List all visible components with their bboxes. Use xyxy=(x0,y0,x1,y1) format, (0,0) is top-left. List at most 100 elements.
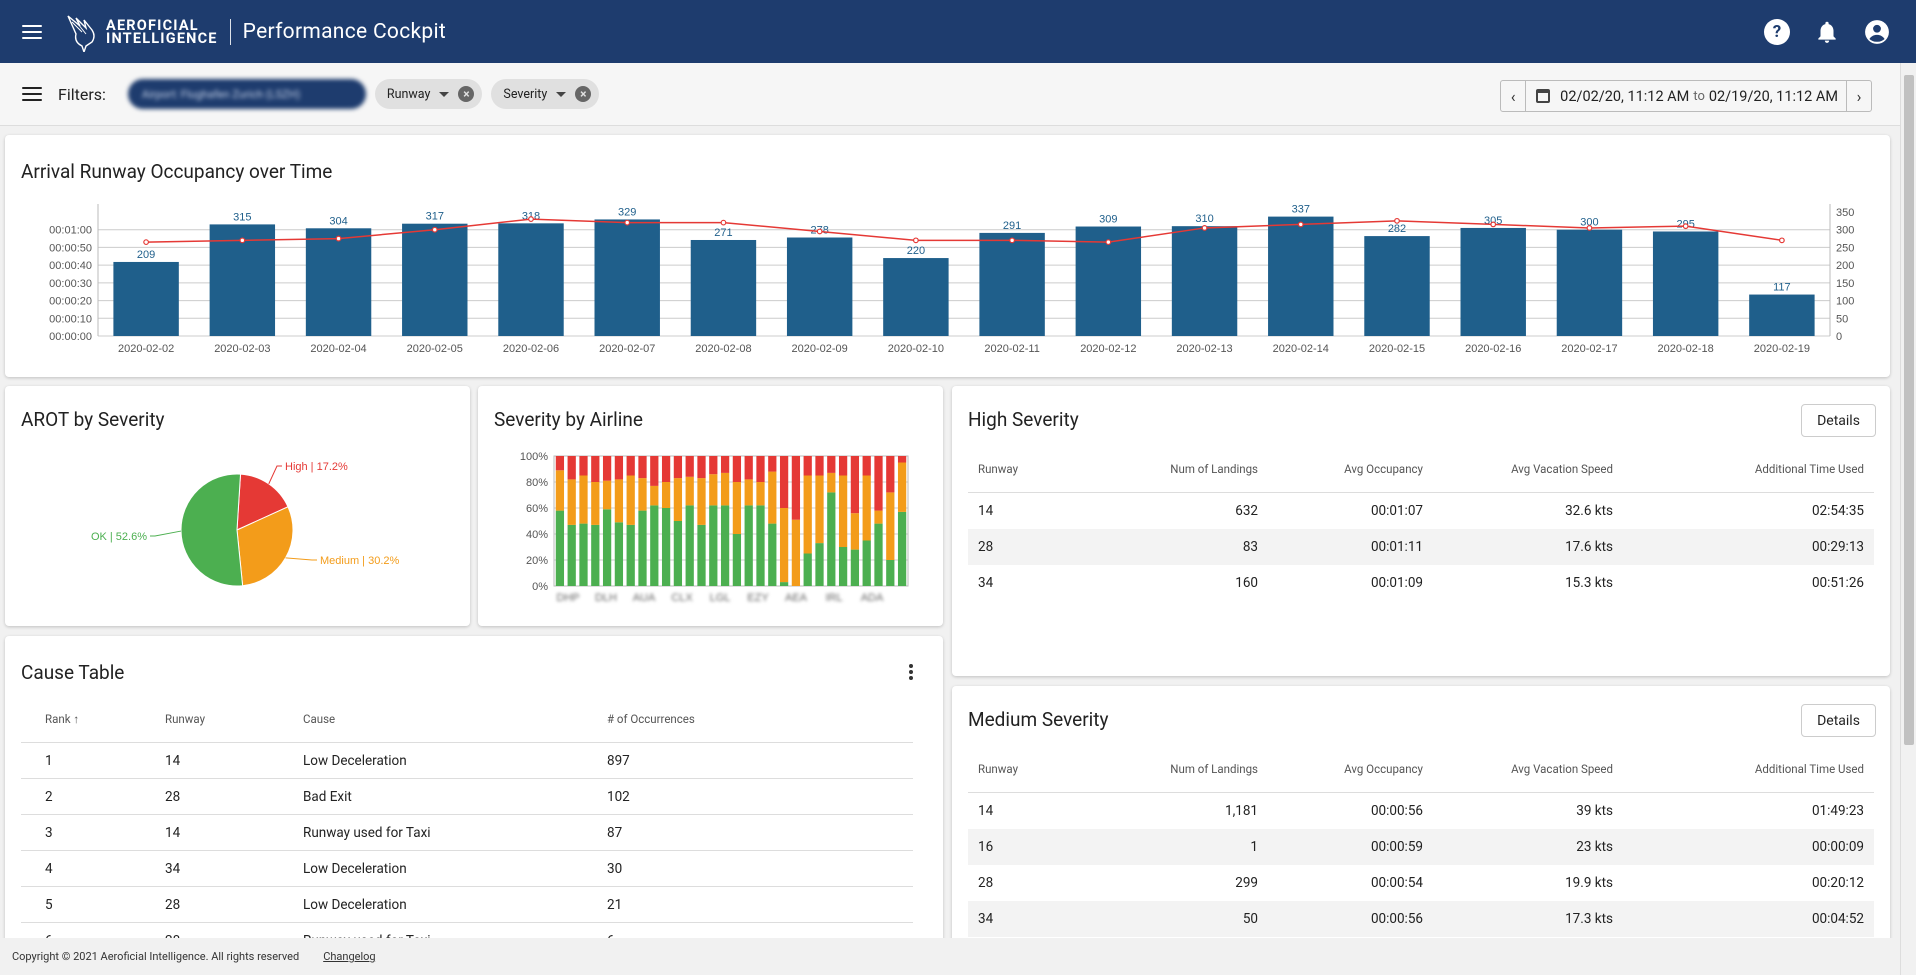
stacked-segment[interactable] xyxy=(614,479,624,523)
stacked-segment[interactable] xyxy=(779,582,789,586)
table-row[interactable]: 14 632 00:01:07 32.6 kts 02:54:35 xyxy=(968,493,1874,529)
date-range-picker[interactable]: ‹ 02/02/20, 11:12 AM to 02/19/20, 11:12 … xyxy=(1500,80,1872,112)
stacked-segment[interactable] xyxy=(614,456,624,480)
stacked-segment[interactable] xyxy=(744,505,753,586)
stacked-segment[interactable] xyxy=(697,524,706,586)
stacked-segment[interactable] xyxy=(768,456,777,472)
stacked-segment[interactable] xyxy=(779,456,789,508)
stacked-segment[interactable] xyxy=(638,456,647,479)
line-point[interactable] xyxy=(1682,223,1689,230)
occupancy-bar[interactable] xyxy=(690,239,757,336)
stacked-segment[interactable] xyxy=(673,521,683,586)
line-point[interactable] xyxy=(816,228,823,235)
stacked-segment[interactable] xyxy=(886,456,895,493)
stacked-segment[interactable] xyxy=(685,456,694,477)
stacked-segment[interactable] xyxy=(803,553,812,587)
occupancy-bar[interactable] xyxy=(1556,229,1623,336)
stacked-segment[interactable] xyxy=(567,524,576,586)
occupancy-bar[interactable] xyxy=(594,219,660,336)
stacked-segment[interactable] xyxy=(661,482,671,508)
line-point[interactable] xyxy=(528,216,534,222)
col-cause[interactable]: Cause xyxy=(303,712,336,726)
table-row[interactable]: 1 14 Low Deceleration 897 xyxy=(21,743,913,779)
stacked-segment[interactable] xyxy=(838,475,848,548)
stacked-segment[interactable] xyxy=(815,475,824,544)
line-point[interactable] xyxy=(1201,225,1208,231)
table-row[interactable]: 2 28 Bad Exit 102 xyxy=(21,779,913,815)
menu-icon[interactable] xyxy=(22,24,44,40)
line-point[interactable] xyxy=(143,239,150,246)
stacked-segment[interactable] xyxy=(815,543,824,586)
stacked-segment[interactable] xyxy=(897,462,907,512)
stacked-segment[interactable] xyxy=(827,492,836,586)
line-point[interactable] xyxy=(431,226,438,233)
line-point[interactable] xyxy=(1490,221,1497,228)
occupancy-bar[interactable] xyxy=(786,237,853,336)
stacked-segment[interactable] xyxy=(555,456,565,471)
line-point[interactable] xyxy=(624,219,631,226)
stacked-segment[interactable] xyxy=(756,505,765,586)
col-landings[interactable]: Num of Landings xyxy=(1170,462,1258,476)
stacked-segment[interactable] xyxy=(709,474,718,506)
table-row[interactable]: 3 14 Runway used for Taxi 87 xyxy=(21,815,913,851)
occupancy-bar[interactable] xyxy=(498,223,564,336)
notifications-icon[interactable] xyxy=(1814,19,1840,45)
stacked-segment[interactable] xyxy=(815,456,824,476)
stacked-segment[interactable] xyxy=(850,513,860,550)
stacked-segment[interactable] xyxy=(862,540,871,587)
stacked-segment[interactable] xyxy=(673,478,683,521)
col-occupancy[interactable]: Avg Occupancy xyxy=(1344,462,1423,476)
col-speed[interactable]: Avg Vacation Speed xyxy=(1511,762,1613,776)
col-landings[interactable]: Num of Landings xyxy=(1170,762,1258,776)
stacked-segment[interactable] xyxy=(697,478,706,525)
stacked-segment[interactable] xyxy=(567,456,576,480)
table-row[interactable]: 16 1 00:00:59 23 kts 00:00:09 xyxy=(968,829,1874,865)
stacked-segment[interactable] xyxy=(732,534,742,586)
stacked-segment[interactable] xyxy=(732,482,742,534)
stacked-segment[interactable] xyxy=(626,524,635,586)
stacked-segment[interactable] xyxy=(579,456,588,476)
severity-filter-chip[interactable]: Severity × xyxy=(491,79,600,109)
stacked-segment[interactable] xyxy=(661,508,671,586)
stacked-segment[interactable] xyxy=(673,456,683,479)
stacked-segment[interactable] xyxy=(567,479,576,525)
line-point[interactable] xyxy=(239,237,246,244)
stacked-segment[interactable] xyxy=(602,480,612,510)
table-row[interactable]: 34 50 00:00:56 17.3 kts 00:04:52 xyxy=(968,901,1874,937)
occupancy-bar[interactable] xyxy=(979,232,1045,336)
stacked-segment[interactable] xyxy=(591,524,600,586)
stacked-segment[interactable] xyxy=(756,482,765,506)
stacked-segment[interactable] xyxy=(709,456,718,475)
stacked-segment[interactable] xyxy=(827,472,836,493)
occupancy-bar[interactable] xyxy=(1171,226,1238,336)
col-runway[interactable]: Runway xyxy=(978,762,1019,776)
account-icon[interactable] xyxy=(1864,19,1890,45)
high-details-button[interactable]: Details xyxy=(1801,404,1876,437)
line-point[interactable] xyxy=(1009,237,1016,244)
stacked-segment[interactable] xyxy=(744,456,753,480)
help-icon[interactable]: ? xyxy=(1764,19,1790,45)
occupancy-bar[interactable] xyxy=(1652,231,1719,336)
filter-menu-icon[interactable] xyxy=(22,86,44,102)
more-vert-icon[interactable] xyxy=(909,664,913,680)
occupancy-bar[interactable] xyxy=(1364,236,1430,336)
stacked-segment[interactable] xyxy=(614,522,624,586)
stacked-segment[interactable] xyxy=(838,456,848,476)
stacked-segment[interactable] xyxy=(838,547,848,586)
occupancy-bar[interactable] xyxy=(113,261,179,336)
line-point[interactable] xyxy=(1394,217,1400,224)
line-point[interactable] xyxy=(912,237,919,244)
stacked-segment[interactable] xyxy=(850,549,860,586)
pie-slice[interactable] xyxy=(236,506,294,587)
line-point[interactable] xyxy=(1586,225,1593,231)
line-point[interactable] xyxy=(1105,239,1112,246)
col-runway[interactable]: Runway xyxy=(978,462,1019,476)
stacked-segment[interactable] xyxy=(874,456,883,511)
stacked-segment[interactable] xyxy=(874,523,883,586)
changelog-link[interactable]: Changelog xyxy=(323,950,376,963)
stacked-segment[interactable] xyxy=(697,456,706,479)
stacked-segment[interactable] xyxy=(744,479,753,506)
line-point[interactable] xyxy=(1778,237,1785,244)
stacked-segment[interactable] xyxy=(779,508,789,583)
stacked-segment[interactable] xyxy=(827,456,836,473)
